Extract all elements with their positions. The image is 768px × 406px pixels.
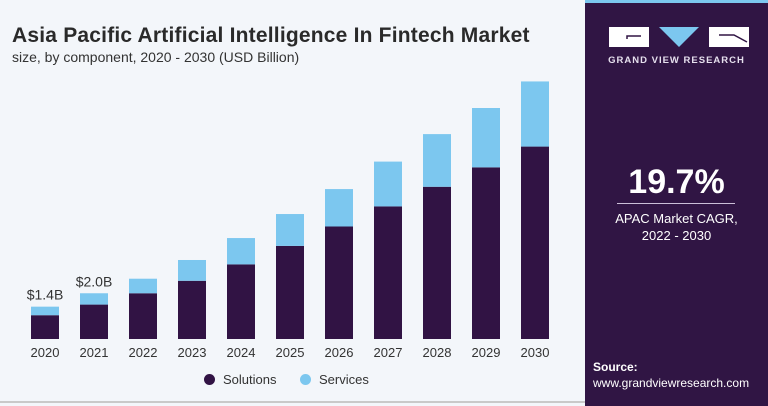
x-tick-label: 2030 (521, 345, 550, 360)
bar-solutions-2020 (31, 315, 59, 339)
x-tick-label: 2029 (472, 345, 501, 360)
bar-chart: 2020 $1.4B 2021 $2.0B 2022 2023 2024 2025 2026 20… (27, 81, 550, 360)
bar-services-2028 (423, 134, 451, 187)
legend-dot-icon (204, 374, 215, 385)
bar-services-2023 (178, 259, 206, 281)
legend-dot-icon (300, 374, 311, 385)
info-panel: GRAND VIEW RESEARCH 19.7% APAC Market CA… (585, 0, 768, 406)
chart-title: Asia Pacific Artificial Intelligence In … (12, 24, 530, 47)
bar-services-2024 (227, 238, 255, 265)
bar-services-2021 (80, 293, 108, 305)
bar-services-2027 (374, 161, 402, 207)
x-tick-label: 2025 (276, 345, 305, 360)
bar-services-2022 (129, 278, 157, 294)
bar-solutions-2024 (227, 264, 255, 339)
bar-solutions-2027 (374, 206, 402, 339)
legend-solutions: Solutions (204, 372, 276, 387)
bar-solutions-2022 (129, 293, 157, 339)
x-tick-label: 2023 (178, 345, 207, 360)
bar-services-2020 (31, 306, 59, 316)
bar-solutions-2026 (325, 226, 353, 339)
data-label: $2.0B (76, 273, 113, 289)
legend-services: Services (300, 372, 369, 387)
bar-services-2030 (521, 81, 549, 147)
legend-label: Solutions (223, 372, 277, 387)
x-tick-label: 2022 (129, 345, 158, 360)
source-url[interactable]: www.grandviewresearch.com (593, 376, 750, 390)
cagr-label-line2: 2022 - 2030 (641, 228, 712, 243)
bar-solutions-2030 (521, 146, 549, 339)
cagr-label: APAC Market CAGR, 2022 - 2030 (585, 210, 768, 244)
chart-subtitle: size, by component, 2020 - 2030 (USD Bil… (12, 49, 300, 65)
legend-label: Services (319, 372, 369, 387)
bar-solutions-2023 (178, 280, 206, 339)
bar-solutions-2025 (276, 245, 304, 339)
divider (0, 401, 585, 403)
divider (617, 203, 735, 204)
bar-solutions-2021 (80, 304, 108, 339)
x-tick-label: 2024 (227, 345, 256, 360)
bar-services-2026 (325, 189, 353, 227)
grand-view-research-logo (609, 27, 749, 47)
x-tick-label: 2026 (325, 345, 354, 360)
data-label: $1.4B (27, 287, 64, 303)
bar-solutions-2029 (472, 167, 500, 339)
bar-services-2025 (276, 214, 304, 246)
x-tick-label: 2028 (423, 345, 452, 360)
x-tick-label: 2020 (31, 345, 60, 360)
source-label: Source: (593, 360, 638, 374)
bar-services-2029 (472, 108, 500, 168)
x-tick-label: 2021 (80, 345, 109, 360)
bar-solutions-2028 (423, 186, 451, 339)
cagr-value: 19.7% (628, 163, 725, 201)
x-tick-label: 2027 (374, 345, 403, 360)
cagr-label-line1: APAC Market CAGR, (615, 211, 738, 226)
brand-name: GRAND VIEW RESEARCH (608, 55, 745, 66)
